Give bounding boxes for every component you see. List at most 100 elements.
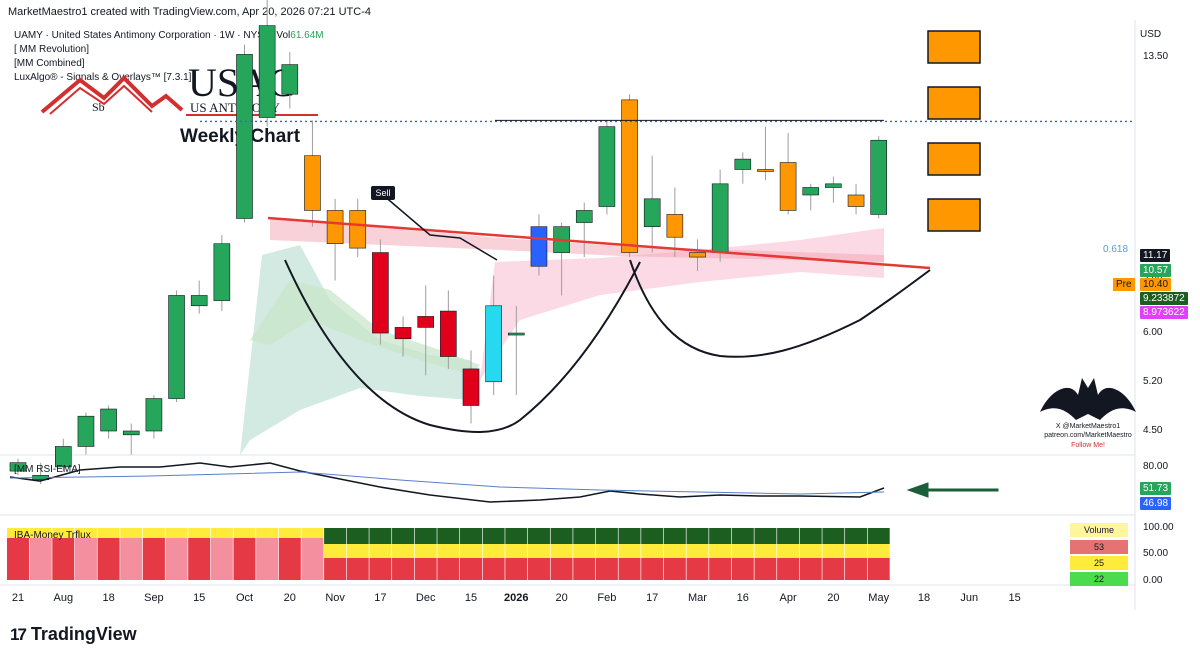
iba-bar	[278, 528, 301, 580]
iba-bar-yellow	[799, 544, 822, 558]
candle-body	[462, 368, 480, 406]
candle-body	[485, 305, 502, 383]
x-tick-label: Aug	[53, 592, 74, 604]
candle	[304, 120, 321, 227]
symbol-legend[interactable]: UAMY · United States Antimony Corporatio…	[14, 30, 324, 41]
logo-sb-text: Sb	[92, 100, 105, 114]
iba-bar-yellow	[845, 544, 868, 558]
candle	[9, 458, 27, 476]
candle	[802, 183, 820, 211]
volume-label: Vol	[276, 30, 291, 41]
iba-bar-red	[278, 538, 301, 580]
candle-body	[870, 139, 888, 215]
candle-body	[258, 25, 276, 118]
iba-bar-yellow	[573, 544, 596, 558]
candle-body	[598, 126, 616, 207]
iba-bar-yellow	[346, 544, 369, 558]
iba-bar	[52, 528, 75, 580]
candle-body	[666, 214, 684, 238]
iba-box-53: 53	[1070, 540, 1128, 554]
iba-tick-50: 50.00	[1143, 548, 1169, 559]
iba-bar-yellow	[505, 544, 528, 558]
iba-bar-red	[142, 538, 165, 580]
iba-bar-red	[210, 538, 233, 580]
currency-label[interactable]: USD	[1140, 29, 1162, 40]
iba-bar-red	[822, 558, 845, 580]
x-tick-label: May	[868, 592, 890, 604]
iba-bar-yellow	[618, 544, 641, 558]
candle-body	[689, 252, 706, 258]
candle-body	[236, 54, 253, 219]
iba-bar-dark	[550, 528, 573, 544]
x-tick-label: 20	[283, 592, 296, 604]
rsi-line	[9, 462, 885, 503]
iba-bar-red	[663, 558, 686, 580]
rsi-value-tag: 51.73	[1140, 482, 1172, 495]
candle	[213, 235, 231, 312]
iba-panel-label[interactable]: IBA-Money Trflux	[14, 530, 91, 541]
candle-body	[440, 310, 457, 357]
price-tag-fib: 11.17	[1140, 249, 1171, 262]
iba-bar	[505, 528, 528, 580]
rsi-panel-label[interactable]: [MM RSI-EMA]	[14, 464, 81, 475]
sell-label: Sell	[371, 186, 395, 200]
resistance-band	[270, 218, 884, 262]
x-tick-label: 20	[827, 592, 840, 604]
iba-bar-yellow	[188, 528, 211, 538]
descending-trendline	[267, 216, 931, 270]
iba-bar	[618, 528, 641, 580]
bat-shape	[1040, 378, 1136, 420]
iba-bar-dark	[505, 528, 528, 544]
candle-body	[9, 462, 27, 472]
iba-bar	[573, 528, 596, 580]
iba-bar-dark	[346, 528, 369, 544]
iba-bar-red	[233, 538, 256, 580]
iba-bar-dark	[867, 528, 890, 544]
iba-bar-dark	[392, 528, 415, 544]
iba-bar-dark	[777, 528, 800, 544]
iba-bar-yellow	[550, 544, 573, 558]
iba-bar-dark	[731, 528, 754, 544]
x-tick-label: 20	[555, 592, 568, 604]
candle-body	[847, 194, 865, 207]
iba-bar-red	[120, 538, 143, 580]
candle-body	[122, 430, 140, 436]
iba-bar-dark	[527, 528, 550, 544]
y-tick-label: 5.20	[1143, 375, 1163, 387]
candle-body	[417, 316, 435, 328]
iba-bar	[97, 528, 120, 580]
iba-bar-yellow	[256, 528, 279, 538]
iba-bar-red	[369, 558, 392, 580]
candle-body	[168, 295, 185, 399]
candle	[54, 438, 72, 472]
iba-bar-red	[573, 558, 596, 580]
iba-bar-dark	[482, 528, 505, 544]
iba-bar-yellow	[777, 544, 800, 558]
iba-bar-red	[256, 538, 279, 580]
candle	[666, 187, 684, 258]
bat-follow: Follow Me!	[1071, 442, 1105, 449]
iba-bar-dark	[324, 528, 347, 544]
iba-bar-dark	[595, 528, 618, 544]
iba-bar	[392, 528, 415, 580]
x-tick-label: Jun	[960, 592, 979, 604]
signal-box	[927, 142, 981, 176]
candle	[870, 136, 888, 219]
y-tick-label: 4.50	[1143, 425, 1163, 436]
indicator-legend-2[interactable]: [MM Combined]	[14, 58, 85, 69]
iba-bar-yellow	[278, 528, 301, 538]
iba-bar-yellow	[414, 544, 437, 558]
price-tag-last: 10.57	[1140, 264, 1172, 277]
indicator-legend-3[interactable]: LuxAlgo® - Signals & Overlays™ [7.3.1]	[14, 72, 192, 83]
iba-bar-red	[52, 538, 75, 580]
cup-curve	[284, 259, 641, 433]
iba-bar-yellow	[686, 544, 709, 558]
indicator-legend-1[interactable]: [ MM Revolution]	[14, 44, 90, 55]
price-tag-overlay-1: 9.233872	[1140, 292, 1188, 305]
candle	[326, 198, 344, 281]
candle	[575, 202, 593, 258]
tradingview-brand[interactable]: 17 TradingView	[10, 624, 137, 645]
x-tick-label: 17	[374, 592, 387, 604]
iba-bar-yellow	[595, 544, 618, 558]
